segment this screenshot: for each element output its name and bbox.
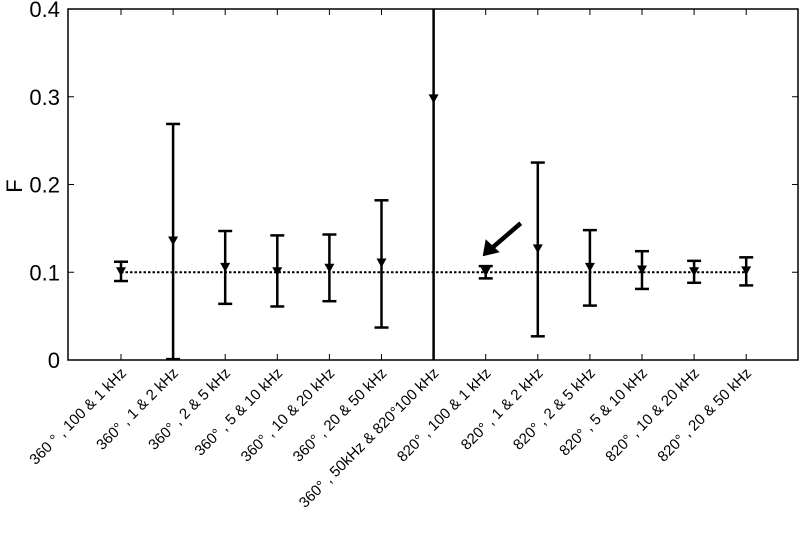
x-tick-label: 360 ° , 100 & 1 kHz <box>26 365 130 469</box>
x-tick-label: 360° , 20 & 50 kHz <box>290 365 391 466</box>
error-bar-point <box>218 229 233 306</box>
error-bar-point <box>635 249 649 291</box>
plot-frame <box>67 8 799 361</box>
triangle-down-marker-icon <box>689 267 700 277</box>
error-bar-point <box>428 9 439 360</box>
x-tick-label: 820° , 5 & 10 kHz <box>556 365 651 460</box>
triangle-down-marker-icon <box>532 244 543 254</box>
error-bar-point <box>582 228 597 307</box>
triangle-down-marker-icon <box>584 262 595 272</box>
y-axis-label: F <box>2 179 27 192</box>
error-bar-point <box>530 161 545 338</box>
arrow-annotation-icon <box>482 221 523 257</box>
triangle-down-marker-icon <box>116 267 126 277</box>
error-bar-point <box>478 264 493 280</box>
arrow-head <box>482 239 500 257</box>
y-tick-label: 0.4 <box>29 0 60 22</box>
x-tick-label: 820° , 100 & 1 kHz <box>394 365 495 466</box>
error-bar-point <box>374 199 389 329</box>
triangle-down-marker-icon <box>480 267 491 277</box>
x-tick-label: 360° , 10 & 20 kHz <box>238 365 339 466</box>
triangle-down-marker-icon <box>220 262 231 272</box>
data-series <box>114 9 754 361</box>
error-bar-point <box>687 259 702 285</box>
triangle-down-marker-icon <box>741 266 752 276</box>
y-tick-label: 0.3 <box>29 85 60 110</box>
error-bar-point <box>739 256 754 287</box>
triangle-down-marker-icon <box>637 265 647 275</box>
y-tick-label: 0.2 <box>29 173 60 198</box>
x-tick-label: 820° , 10 & 20 kHz <box>602 365 703 466</box>
x-tick-label: 820° , 20 & 50 kHz <box>654 365 755 466</box>
y-tick-label: 0.1 <box>29 260 60 285</box>
x-tick-label: 360° , 5 & 10 kHz <box>191 365 286 460</box>
error-bar-point <box>322 233 337 303</box>
y-axis-tick-labels: 0 0.1 0.2 0.3 0.4 <box>29 0 60 373</box>
triangle-down-marker-icon <box>168 236 179 246</box>
triangle-down-marker-icon <box>324 263 335 273</box>
error-bar-point <box>114 260 128 283</box>
error-bar-point <box>166 122 181 361</box>
y-tick-label: 0 <box>48 348 60 373</box>
triangle-down-marker-icon <box>376 258 387 268</box>
triangle-down-marker-icon <box>428 94 439 104</box>
error-bar-point <box>270 234 285 308</box>
arrow-shaft <box>490 221 523 250</box>
triangle-down-marker-icon <box>272 267 283 277</box>
